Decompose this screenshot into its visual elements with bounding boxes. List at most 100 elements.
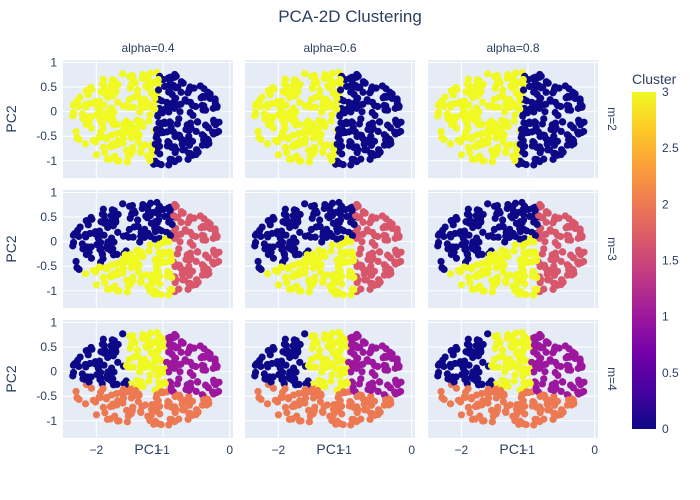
data-point bbox=[533, 220, 541, 229]
data-point bbox=[523, 369, 532, 377]
data-point bbox=[475, 207, 483, 215]
data-point bbox=[209, 364, 217, 372]
data-point bbox=[492, 134, 500, 142]
data-point bbox=[69, 108, 78, 117]
data-point bbox=[476, 412, 484, 420]
data-point bbox=[502, 278, 510, 287]
data-point bbox=[265, 244, 273, 252]
data-point bbox=[549, 415, 557, 423]
data-point bbox=[357, 415, 365, 423]
data-point bbox=[107, 82, 115, 90]
data-point bbox=[127, 134, 135, 142]
data-point bbox=[134, 86, 142, 94]
data-point bbox=[288, 402, 296, 411]
data-point bbox=[521, 280, 529, 288]
data-point bbox=[135, 117, 143, 125]
data-point bbox=[137, 408, 145, 417]
data-point bbox=[469, 218, 477, 227]
data-point bbox=[543, 140, 551, 148]
data-point bbox=[354, 332, 362, 340]
data-point bbox=[88, 85, 96, 93]
data-point bbox=[542, 208, 550, 216]
data-point bbox=[107, 376, 115, 385]
facet-panel-3-2: −2 −1 0 PC1 bbox=[245, 320, 415, 457]
data-point bbox=[316, 398, 324, 406]
data-point bbox=[456, 268, 465, 276]
data-point bbox=[524, 380, 532, 388]
data-point bbox=[440, 232, 448, 241]
data-point bbox=[326, 359, 334, 368]
data-point bbox=[374, 257, 382, 266]
data-point bbox=[511, 199, 520, 207]
data-point bbox=[467, 133, 475, 142]
data-point bbox=[101, 149, 109, 157]
data-point bbox=[83, 114, 91, 122]
data-point bbox=[129, 273, 137, 281]
data-point bbox=[466, 279, 474, 287]
data-point bbox=[110, 238, 118, 246]
data-point bbox=[307, 363, 315, 371]
data-point bbox=[165, 238, 173, 246]
data-point bbox=[494, 273, 502, 281]
data-point bbox=[260, 110, 268, 118]
x-tick-label: −2 bbox=[89, 443, 103, 457]
data-point bbox=[441, 353, 449, 361]
data-point bbox=[193, 378, 201, 386]
data-point bbox=[453, 215, 461, 223]
data-point bbox=[169, 341, 178, 350]
data-point bbox=[134, 138, 142, 146]
data-point bbox=[281, 403, 290, 411]
data-point bbox=[263, 270, 272, 278]
data-point bbox=[292, 207, 300, 215]
data-point bbox=[464, 403, 473, 411]
data-point bbox=[72, 257, 80, 266]
data-point bbox=[138, 74, 146, 83]
data-point bbox=[530, 368, 538, 376]
data-point bbox=[501, 108, 509, 116]
data-point bbox=[459, 234, 467, 242]
data-point bbox=[550, 386, 558, 395]
data-point bbox=[137, 278, 145, 287]
data-point bbox=[461, 263, 469, 272]
data-point bbox=[382, 136, 390, 144]
data-point bbox=[339, 161, 347, 169]
data-point bbox=[510, 117, 518, 125]
data-point bbox=[471, 272, 479, 281]
data-point bbox=[186, 343, 194, 351]
data-point bbox=[326, 99, 334, 108]
data-point bbox=[107, 212, 115, 220]
data-point bbox=[335, 131, 343, 139]
data-point bbox=[177, 88, 185, 96]
data-point bbox=[292, 368, 300, 376]
data-point bbox=[296, 98, 304, 106]
data-point bbox=[283, 409, 291, 417]
data-point bbox=[571, 220, 579, 228]
data-point bbox=[106, 402, 114, 411]
data-point bbox=[349, 387, 358, 395]
data-point bbox=[523, 109, 532, 117]
data-point bbox=[356, 101, 364, 109]
data-point bbox=[142, 342, 150, 350]
data-point bbox=[106, 272, 114, 281]
data-point bbox=[110, 207, 118, 215]
data-point bbox=[123, 158, 131, 166]
data-point bbox=[359, 88, 367, 96]
data-point bbox=[554, 241, 562, 250]
data-point bbox=[469, 88, 477, 97]
y-tick-label: 1 bbox=[50, 185, 57, 199]
data-point bbox=[565, 345, 573, 353]
data-point bbox=[307, 202, 316, 210]
data-point bbox=[146, 286, 154, 295]
data-point bbox=[540, 285, 548, 293]
data-point bbox=[490, 103, 498, 111]
data-point bbox=[357, 285, 365, 293]
data-point bbox=[468, 241, 476, 249]
data-point bbox=[565, 362, 573, 370]
data-point bbox=[209, 376, 218, 384]
data-point bbox=[437, 257, 445, 266]
data-point bbox=[328, 371, 336, 379]
data-point bbox=[102, 393, 110, 402]
data-point bbox=[341, 380, 349, 388]
data-point bbox=[292, 238, 300, 246]
data-point bbox=[167, 387, 176, 395]
